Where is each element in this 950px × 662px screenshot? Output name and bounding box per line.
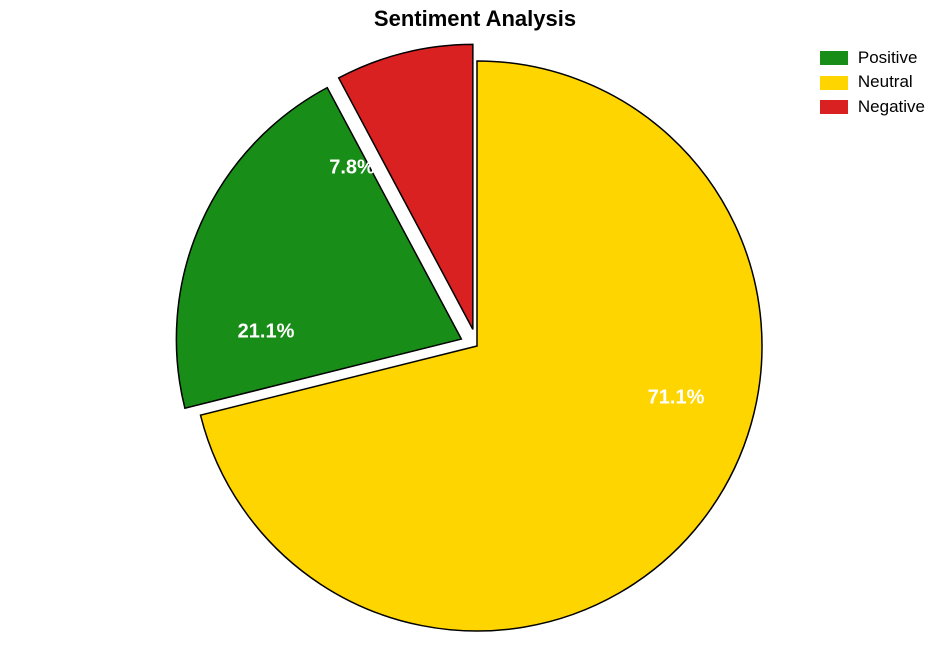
legend-label-negative: Negative [858,97,925,117]
legend-label-positive: Positive [858,48,918,68]
legend-swatch-neutral [820,76,848,90]
slice-label-neutral: 71.1% [648,387,705,410]
legend-item-neutral: Neutral [820,72,925,92]
slice-label-negative: 7.8% [329,157,375,180]
legend: Positive Neutral Negative [820,48,925,121]
legend-label-neutral: Neutral [858,72,913,92]
sentiment-pie-chart: Sentiment Analysis 71.1%21.1%7.8% Positi… [0,0,950,662]
legend-item-positive: Positive [820,48,925,68]
slice-label-positive: 21.1% [238,321,295,344]
legend-swatch-positive [820,51,848,65]
legend-swatch-negative [820,100,848,114]
legend-item-negative: Negative [820,97,925,117]
pie-svg [0,0,950,662]
